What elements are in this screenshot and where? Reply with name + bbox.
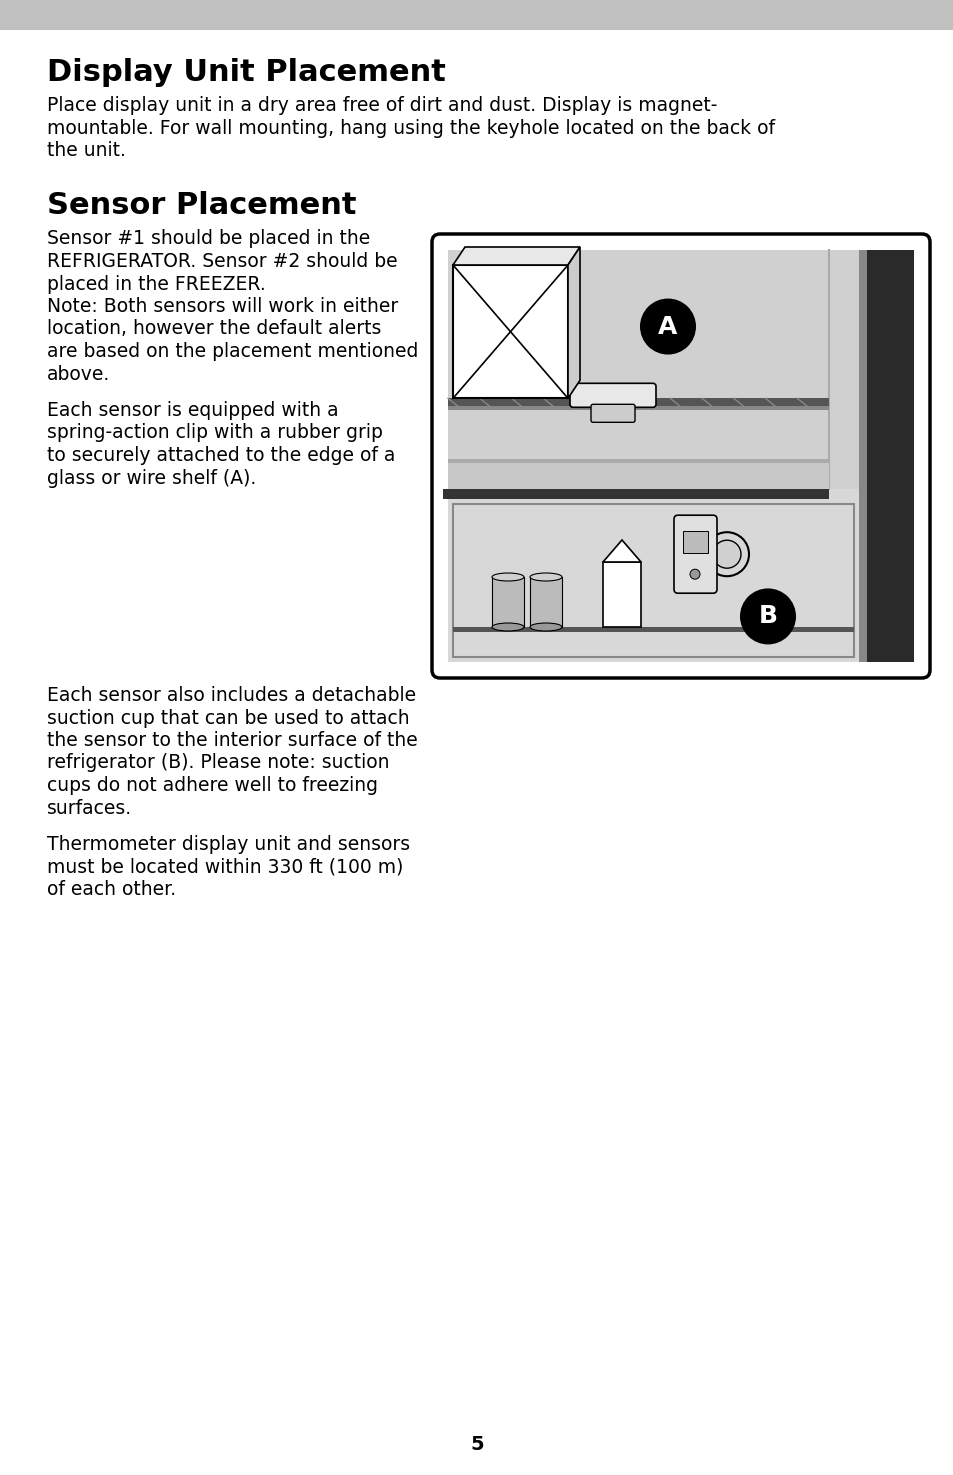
Bar — [448, 463, 828, 490]
Bar — [442, 490, 828, 499]
Text: to securely attached to the edge of a: to securely attached to the edge of a — [47, 445, 395, 465]
Bar — [453, 504, 853, 656]
FancyBboxPatch shape — [432, 235, 929, 679]
Bar — [448, 249, 858, 490]
Bar — [530, 577, 561, 627]
Text: Sensor Placement: Sensor Placement — [47, 192, 356, 220]
Text: Note: Both sensors will work in either: Note: Both sensors will work in either — [47, 296, 397, 316]
FancyBboxPatch shape — [569, 384, 656, 407]
Text: mountable. For wall mounting, hang using the keyhole located on the back of: mountable. For wall mounting, hang using… — [47, 118, 774, 137]
Text: REFRIGERATOR. Sensor #2 should be: REFRIGERATOR. Sensor #2 should be — [47, 252, 397, 271]
Text: the sensor to the interior surface of the: the sensor to the interior surface of th… — [47, 732, 417, 749]
Ellipse shape — [530, 572, 561, 581]
Circle shape — [712, 540, 740, 568]
Bar — [448, 499, 858, 662]
Text: Each sensor also includes a detachable: Each sensor also includes a detachable — [47, 686, 416, 705]
Polygon shape — [453, 246, 579, 266]
Ellipse shape — [492, 622, 523, 631]
Text: 5: 5 — [470, 1435, 483, 1454]
Ellipse shape — [530, 622, 561, 631]
Text: spring-action clip with a rubber grip: spring-action clip with a rubber grip — [47, 423, 382, 442]
Text: location, however the default alerts: location, however the default alerts — [47, 320, 381, 338]
Text: of each other.: of each other. — [47, 881, 176, 898]
Polygon shape — [602, 540, 640, 562]
FancyBboxPatch shape — [673, 515, 717, 593]
Bar — [448, 406, 828, 410]
Text: must be located within 330 ft (100 m): must be located within 330 ft (100 m) — [47, 857, 403, 876]
Text: surfaces.: surfaces. — [47, 798, 132, 817]
Bar — [492, 577, 523, 627]
Bar — [448, 249, 858, 662]
Text: suction cup that can be used to attach: suction cup that can be used to attach — [47, 708, 409, 727]
Ellipse shape — [492, 572, 523, 581]
Polygon shape — [567, 246, 579, 398]
Bar — [448, 398, 828, 406]
Bar — [682, 531, 707, 553]
Bar — [858, 249, 866, 662]
Text: Thermometer display unit and sensors: Thermometer display unit and sensors — [47, 835, 410, 854]
Bar — [602, 562, 640, 627]
FancyBboxPatch shape — [590, 404, 635, 422]
Text: placed in the FREEZER.: placed in the FREEZER. — [47, 274, 266, 294]
Text: cups do not adhere well to freezing: cups do not adhere well to freezing — [47, 776, 377, 795]
Text: are based on the placement mentioned: are based on the placement mentioned — [47, 342, 418, 361]
Text: A: A — [658, 314, 677, 339]
Text: Sensor #1 should be placed in the: Sensor #1 should be placed in the — [47, 230, 370, 248]
Text: refrigerator (B). Please note: suction: refrigerator (B). Please note: suction — [47, 754, 389, 773]
Circle shape — [689, 569, 700, 580]
Text: Display Unit Placement: Display Unit Placement — [47, 58, 445, 87]
Bar — [866, 249, 913, 662]
Bar — [0, 0, 953, 30]
Text: B: B — [758, 605, 777, 628]
Bar — [448, 459, 828, 463]
Circle shape — [740, 589, 795, 645]
Text: above.: above. — [47, 364, 111, 384]
Bar — [453, 627, 853, 631]
Text: Each sensor is equipped with a: Each sensor is equipped with a — [47, 401, 338, 420]
Text: the unit.: the unit. — [47, 142, 126, 159]
Bar — [453, 266, 567, 398]
Text: Place display unit in a dry area free of dirt and dust. Display is magnet-: Place display unit in a dry area free of… — [47, 96, 717, 115]
Text: glass or wire shelf (A).: glass or wire shelf (A). — [47, 469, 256, 488]
Circle shape — [639, 298, 696, 354]
